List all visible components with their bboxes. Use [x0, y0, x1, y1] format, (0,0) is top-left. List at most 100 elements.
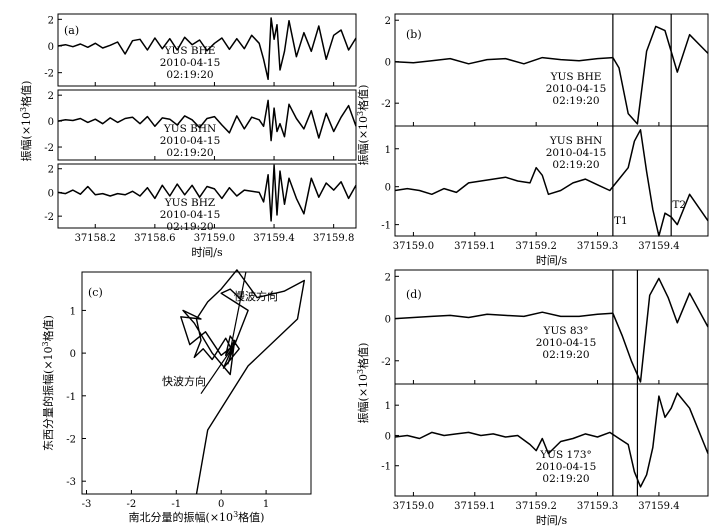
y-axis-label-part-2: 3 — [41, 341, 50, 346]
y-axis-label-part-2: 3 — [356, 111, 365, 116]
waveform-trace — [394, 129, 709, 237]
slow-wave-direction-line — [229, 271, 247, 352]
trace-annotation: 2010-04-15 — [160, 57, 221, 69]
trace-annotation: YUS BHN — [163, 123, 216, 135]
x-tick-label: -2 — [127, 499, 137, 510]
y-tick-label: 2 — [48, 91, 54, 102]
y-axis-label-part-3: 格值) — [356, 85, 370, 111]
trace-annotation: YUS BHE — [550, 71, 602, 83]
fast-wave-direction-line — [200, 350, 231, 395]
subplot-frame — [394, 13, 709, 127]
fast-wave-label: 快波方向 — [162, 374, 206, 388]
y-tick-label: 1 — [70, 306, 76, 317]
x-tick-label: 37159.4 — [253, 233, 294, 244]
panel-b: 37159.0 37159.1 37159.2 37159.3 37159.4 -2 0 2 Y… — [356, 13, 709, 267]
x-axis-label-part-2: 3 — [233, 510, 238, 519]
particle-motion-trace — [180, 269, 305, 495]
y-tick-label: 0 — [48, 42, 54, 53]
y-tick-label: -2 — [44, 143, 54, 154]
trace-annotation: 02:19:20 — [166, 147, 213, 159]
x-axis-label: 时间/s — [536, 254, 568, 267]
y-tick-label: -2 — [44, 69, 54, 80]
trace-annotation: 2010-04-15 — [160, 135, 221, 147]
x-tick-label: 1 — [263, 499, 269, 510]
x-tick-label: 37158.6 — [134, 233, 175, 244]
waveform-trace — [57, 99, 357, 142]
x-axis-label: 南北分量的振幅(×103格值) — [129, 510, 265, 524]
y-axis-label: 振幅(×103格值) — [19, 81, 33, 162]
panel-label: (c) — [88, 286, 103, 299]
trace-annotation: YUS 83° — [543, 325, 589, 337]
y-axis-label-part-1: 振幅(×10 — [356, 116, 370, 166]
panel-d: 37159.0 37159.1 37159.2 37159.3 37159.4 -2 0 2 Y… — [356, 269, 709, 527]
waveform-trace — [394, 392, 709, 488]
subplot-frame — [57, 13, 357, 87]
panel-label: (b) — [406, 28, 422, 41]
slow-wave-label: 慢波方向 — [234, 289, 278, 303]
x-tick-label: 37159.2 — [515, 501, 556, 512]
y-axis-label-part-1: 东西分量的振幅(×10 — [41, 346, 55, 451]
x-tick-label: -3 — [82, 499, 92, 510]
y-axis-label-part-3: 格值) — [19, 81, 33, 107]
y-tick-label: -2 — [66, 435, 76, 446]
waveform-trace — [57, 17, 357, 81]
x-tick-label: 37159.1 — [454, 501, 495, 512]
trace-annotation: 02:19:20 — [542, 473, 589, 485]
subplot-frame — [394, 125, 709, 237]
trace-annotation: YUS BHN — [549, 135, 602, 147]
y-axis-label-part-2: 3 — [19, 107, 28, 112]
y-tick-label: 0 — [385, 183, 391, 194]
trace-annotation: 02:19:20 — [542, 349, 589, 361]
trace-annotation: 2010-04-15 — [536, 337, 597, 349]
trace-annotation: 2010-04-15 — [546, 83, 607, 95]
x-tick-label: 37159.4 — [638, 501, 679, 512]
phase-marker-label: T2 — [672, 199, 686, 211]
x-tick-label: 37159.3 — [577, 501, 618, 512]
trace-annotation: 2010-04-15 — [546, 147, 607, 159]
y-axis-label-part-2: 3 — [356, 369, 365, 374]
x-tick-label: 0 — [218, 499, 224, 510]
y-tick-label: 0 — [385, 315, 391, 326]
y-tick-label: -3 — [66, 477, 76, 488]
panel-label: (a) — [64, 24, 79, 37]
trace-annotation: 2010-04-15 — [160, 209, 221, 221]
y-tick-label: 0 — [385, 58, 391, 69]
waveform-trace — [394, 277, 709, 383]
subplot-frame — [394, 383, 709, 497]
y-tick-label: 0 — [385, 431, 391, 442]
panel-a: 37158.2 37158.6 37159.0 37159.4 37159.8 -2 0 2 Y… — [19, 13, 357, 259]
y-tick-label: 1 — [385, 145, 391, 156]
trace-annotation: YUS BHZ — [164, 197, 215, 209]
x-axis-label-part-1: 南北分量的振幅(×10 — [129, 510, 234, 524]
x-axis-label-part-3: 格值) — [238, 510, 264, 524]
y-tick-label: 2 — [48, 165, 54, 176]
y-tick-label: -1 — [66, 392, 76, 403]
y-axis-label: 振幅(×103格值) — [356, 343, 370, 424]
y-tick-label: -2 — [44, 212, 54, 223]
trace-annotation: 02:19:20 — [166, 69, 213, 81]
x-tick-label: 37159.4 — [638, 241, 679, 252]
x-tick-label: 37159.0 — [393, 501, 434, 512]
phase-marker-label: T1 — [614, 215, 628, 227]
x-axis-label: 时间/s — [191, 246, 223, 259]
y-axis-label: 东西分量的振幅(×103格值) — [41, 315, 55, 451]
panel-label: (d) — [406, 288, 422, 301]
y-tick-label: 2 — [385, 272, 391, 283]
panel-c: -3 -2 -1 0 1-3-2-101慢波方向快波方向(c)南北分量的振幅(×103格… — [41, 269, 312, 524]
x-tick-label: 37158.2 — [75, 233, 116, 244]
trace-annotation: YUS 173° — [539, 449, 592, 461]
waveform-trace — [57, 164, 357, 222]
y-tick-label: -2 — [381, 357, 391, 368]
x-tick-label: -1 — [171, 499, 181, 510]
y-tick-label: -1 — [381, 221, 391, 232]
y-axis-label-part-1: 振幅(×10 — [356, 374, 370, 424]
x-tick-label: 37159.3 — [577, 241, 618, 252]
trace-annotation: 02:19:20 — [552, 159, 599, 171]
trace-annotation: 02:19:20 — [166, 221, 213, 233]
y-tick-label: -1 — [381, 462, 391, 473]
trace-annotation: 2010-04-15 — [536, 461, 597, 473]
subplot-frame — [57, 163, 357, 229]
y-tick-label: 0 — [70, 349, 76, 360]
y-tick-label: 0 — [48, 117, 54, 128]
